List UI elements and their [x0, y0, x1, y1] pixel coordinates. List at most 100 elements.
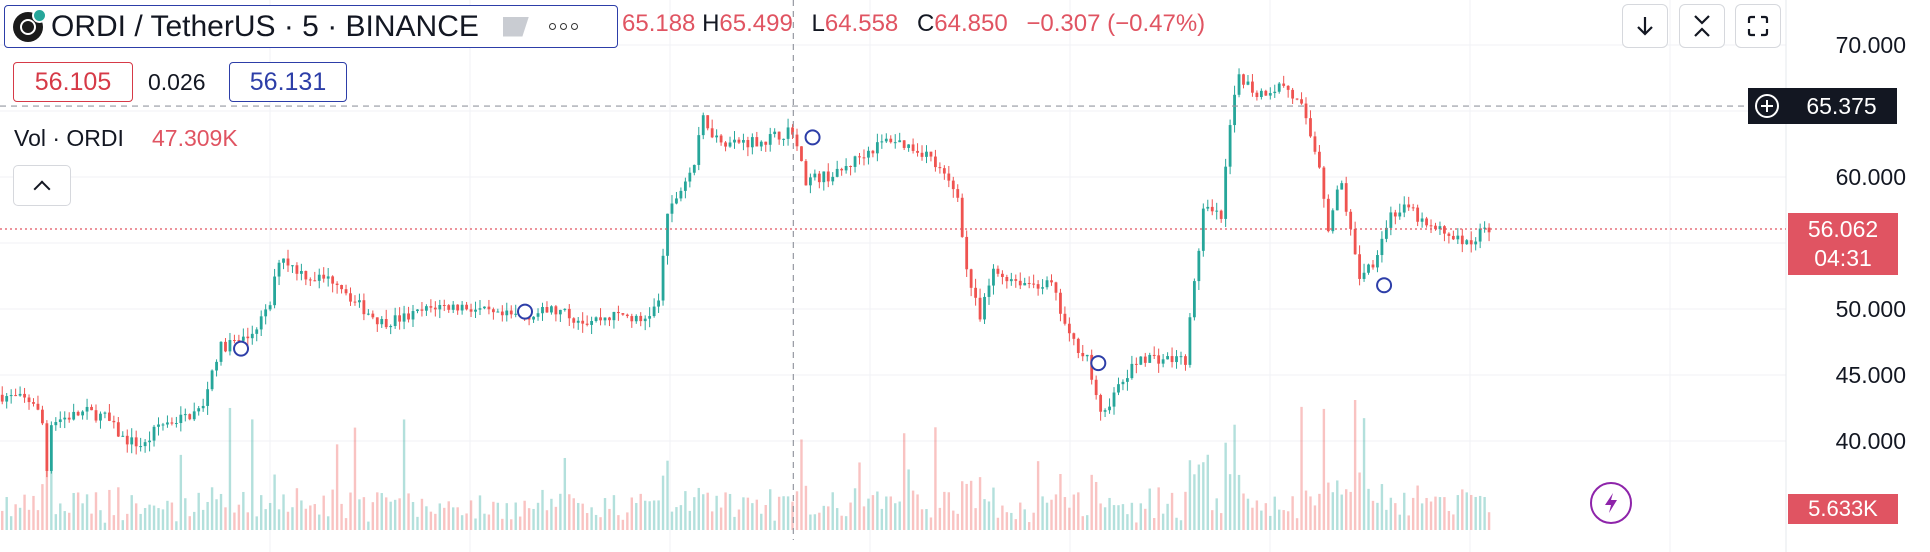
candle-body: [63, 417, 67, 420]
candle-body: [737, 139, 741, 143]
candle-body: [666, 213, 669, 256]
chart-grid: [0, 0, 1787, 552]
candle-body: [166, 422, 169, 425]
volume-bar: [1465, 492, 1468, 530]
volume-bar: [952, 510, 955, 530]
candle-body: [670, 203, 674, 214]
candle-body: [1478, 228, 1482, 242]
volume-bar: [1157, 487, 1160, 530]
volume-bar: [206, 501, 209, 530]
volume-bar: [563, 457, 567, 530]
candle-body: [974, 287, 978, 298]
volume-bar: [710, 511, 714, 530]
volume-bar: [1452, 514, 1455, 530]
price-axis-label: 60.000: [1835, 164, 1906, 190]
more-options-icon[interactable]: [548, 23, 578, 30]
volume-bar: [733, 516, 736, 530]
candle-body: [1197, 250, 1201, 282]
scroll-down-button[interactable]: [1622, 4, 1668, 48]
candle-body: [1139, 356, 1143, 365]
candle-body: [451, 304, 455, 310]
volume-bar: [818, 512, 821, 530]
volume-bar: [385, 497, 388, 530]
volume-bar: [813, 514, 817, 530]
volume-bar: [5, 497, 8, 530]
volume-bar: [786, 496, 790, 530]
candle-body: [585, 323, 589, 325]
volume-bar: [179, 454, 183, 530]
candle-body: [1032, 283, 1036, 285]
volume-bar: [1, 510, 4, 530]
volume-bar: [782, 496, 785, 530]
flag-icon[interactable]: [502, 16, 529, 37]
candle-body: [844, 165, 848, 171]
volume-bar: [684, 491, 687, 530]
candle-body: [313, 280, 317, 282]
candle-body: [1251, 81, 1254, 93]
volume-bar: [911, 490, 915, 530]
alerts-bolt-button[interactable]: [1590, 482, 1632, 524]
fullscreen-button[interactable]: [1735, 4, 1781, 48]
chart-overlays: [0, 0, 1786, 540]
candle-body: [951, 180, 955, 190]
candle-body: [853, 156, 857, 167]
candle-body: [1295, 98, 1299, 100]
volume-bar: [340, 503, 343, 530]
candle-body: [322, 274, 326, 279]
volume-bar: [1237, 474, 1241, 530]
candle-body: [32, 402, 35, 404]
candle-body: [1483, 227, 1487, 229]
candle-body: [1018, 280, 1022, 286]
volume-bar: [282, 494, 285, 530]
event-marker: [233, 340, 250, 357]
volume-bar: [14, 504, 17, 530]
volume-bar: [1403, 492, 1406, 530]
volume-indicator-label[interactable]: Vol · ORDI: [14, 125, 124, 151]
volume-bar: [1219, 513, 1223, 530]
last-price-tag: 56.062 04:31: [1788, 213, 1898, 275]
volume-bar: [978, 477, 982, 530]
candle-body: [898, 140, 902, 143]
add-alert-button[interactable]: [1748, 88, 1786, 124]
candle-body: [884, 138, 888, 142]
candle-body: [576, 320, 580, 323]
candle-body: [1041, 287, 1044, 289]
collapse-panel-button[interactable]: [1679, 4, 1725, 48]
candle-body: [1416, 207, 1420, 222]
volume-bar: [550, 498, 553, 530]
volume-bar: [853, 488, 857, 530]
volume-bar: [1193, 474, 1196, 530]
volume-bar: [242, 491, 245, 530]
candle-body: [1402, 204, 1406, 213]
volume-bar: [728, 493, 732, 530]
volume-bar: [1398, 514, 1401, 530]
candle-body: [992, 268, 995, 286]
candle-body: [219, 341, 223, 362]
candle-body: [224, 341, 227, 352]
volume-bar: [1353, 400, 1357, 530]
volume-bar: [166, 500, 169, 530]
candle-body: [925, 151, 928, 157]
candle-body: [911, 144, 915, 151]
candle-body: [1219, 210, 1223, 219]
volume-bar: [1331, 492, 1335, 530]
candle-body: [1384, 227, 1388, 239]
volume-bar: [1425, 497, 1428, 530]
volume-bar: [1438, 497, 1442, 530]
candle-body: [474, 309, 477, 312]
volume-bar: [581, 503, 584, 530]
volume-bar: [175, 521, 178, 530]
candle-body: [425, 306, 428, 311]
volume-bar: [1278, 509, 1281, 530]
collapse-legend-button[interactable]: [13, 165, 71, 206]
candle-body: [822, 171, 826, 183]
candle-body: [1175, 356, 1178, 363]
volume-bar: [822, 505, 825, 530]
candle-body: [567, 308, 571, 319]
candle-body: [768, 134, 772, 145]
buy-button[interactable]: 56.131: [229, 62, 347, 102]
sell-button[interactable]: 56.105: [13, 62, 133, 102]
symbol-info-box[interactable]: ORDI / TetherUS · 5 · BINANCE: [4, 5, 618, 48]
candle-body: [1005, 276, 1009, 282]
